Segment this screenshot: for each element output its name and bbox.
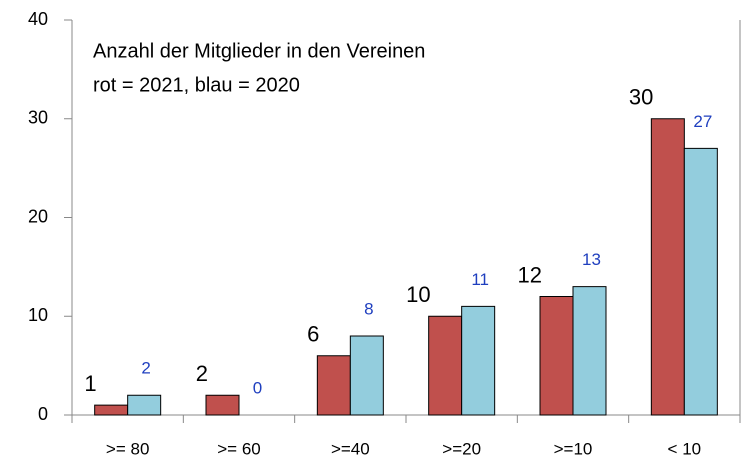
bar bbox=[205, 394, 240, 416]
bar bbox=[461, 305, 496, 416]
data-label: 30 bbox=[629, 85, 653, 110]
chart-title: Anzahl der Mitglieder in den Vereinen bbox=[93, 40, 425, 62]
data-label: 13 bbox=[582, 250, 601, 269]
bar bbox=[127, 394, 162, 416]
y-tick-label: 20 bbox=[28, 206, 48, 226]
data-label: 1 bbox=[84, 371, 96, 396]
data-label: 8 bbox=[364, 299, 373, 318]
bar bbox=[349, 335, 384, 416]
y-tick-label: 40 bbox=[28, 9, 48, 29]
data-label: 0 bbox=[253, 378, 262, 397]
data-label: 11 bbox=[471, 270, 489, 289]
x-tick-label: >= 60 bbox=[217, 439, 261, 458]
bar bbox=[572, 286, 607, 416]
bar bbox=[316, 355, 351, 416]
bar bbox=[539, 296, 574, 416]
x-tick-label: >= 80 bbox=[106, 439, 150, 458]
data-label: 6 bbox=[307, 322, 319, 347]
data-label: 2 bbox=[196, 361, 208, 386]
x-tick-label: >=20 bbox=[442, 439, 481, 458]
data-label: 2 bbox=[141, 359, 150, 378]
y-tick-label: 30 bbox=[28, 108, 48, 128]
data-label: 12 bbox=[518, 262, 542, 287]
bar bbox=[683, 147, 718, 416]
bar bbox=[94, 404, 129, 416]
bar bbox=[428, 315, 463, 416]
bar bbox=[650, 118, 685, 416]
data-label: 27 bbox=[693, 112, 712, 131]
x-tick-label: < 10 bbox=[668, 439, 702, 458]
x-tick-label: >=10 bbox=[554, 439, 593, 458]
data-label: 10 bbox=[406, 282, 430, 307]
x-tick-label: >=40 bbox=[331, 439, 370, 458]
chart-subtitle: rot = 2021, blau = 2020 bbox=[93, 74, 300, 96]
y-tick-label: 10 bbox=[28, 305, 48, 325]
y-tick-label: 0 bbox=[38, 404, 48, 424]
